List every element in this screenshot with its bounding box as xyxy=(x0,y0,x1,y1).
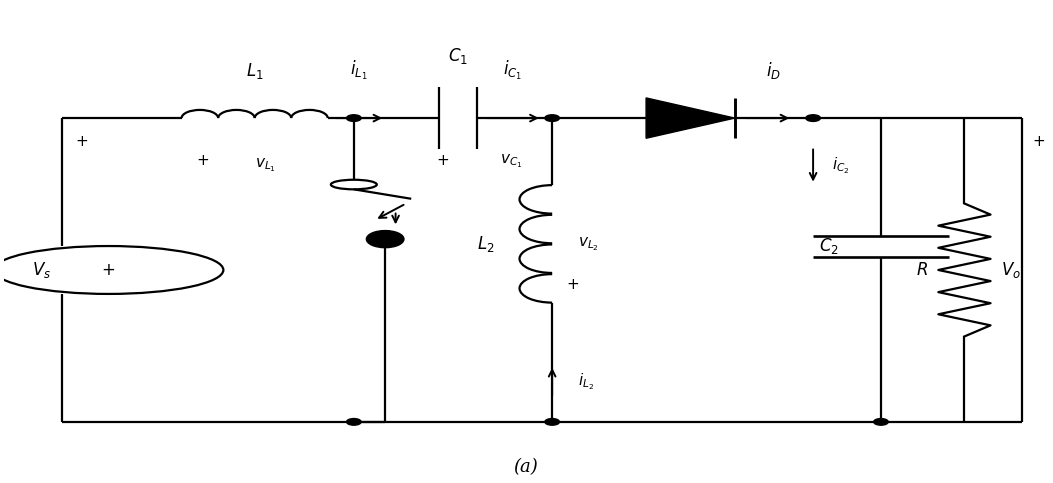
Text: $+$: $+$ xyxy=(75,134,88,149)
Circle shape xyxy=(544,419,559,425)
Circle shape xyxy=(544,115,559,121)
Text: $C_1$: $C_1$ xyxy=(449,46,469,66)
Text: $i_{C_1}$: $i_{C_1}$ xyxy=(503,59,522,82)
Text: $L_1$: $L_1$ xyxy=(245,61,263,81)
Text: $i_{L_1}$: $i_{L_1}$ xyxy=(351,59,367,82)
Text: (a): (a) xyxy=(514,458,538,476)
Text: $i_D$: $i_D$ xyxy=(767,60,781,81)
Text: $+$: $+$ xyxy=(436,153,450,168)
Text: $v_{L_2}$: $v_{L_2}$ xyxy=(578,235,599,253)
Circle shape xyxy=(346,115,361,121)
Text: $v_{L_1}$: $v_{L_1}$ xyxy=(255,157,276,174)
Text: $+$: $+$ xyxy=(101,261,116,279)
Circle shape xyxy=(874,419,889,425)
Circle shape xyxy=(366,230,404,248)
Circle shape xyxy=(806,115,820,121)
Text: $L_2$: $L_2$ xyxy=(477,234,495,254)
Text: $+$: $+$ xyxy=(567,277,579,292)
Text: $i_{L_2}$: $i_{L_2}$ xyxy=(578,371,594,392)
Text: $i_{C_2}$: $i_{C_2}$ xyxy=(832,155,850,176)
Text: $V_o$: $V_o$ xyxy=(1001,260,1021,280)
Text: $+$: $+$ xyxy=(196,153,210,168)
Circle shape xyxy=(346,419,361,425)
Polygon shape xyxy=(647,98,735,138)
Text: $R$: $R$ xyxy=(916,261,928,279)
Text: $v_{C_1}$: $v_{C_1}$ xyxy=(500,152,522,170)
Text: $V_s$: $V_s$ xyxy=(32,260,52,280)
Text: $+$: $+$ xyxy=(1032,134,1046,149)
Text: $C_2$: $C_2$ xyxy=(819,236,839,256)
